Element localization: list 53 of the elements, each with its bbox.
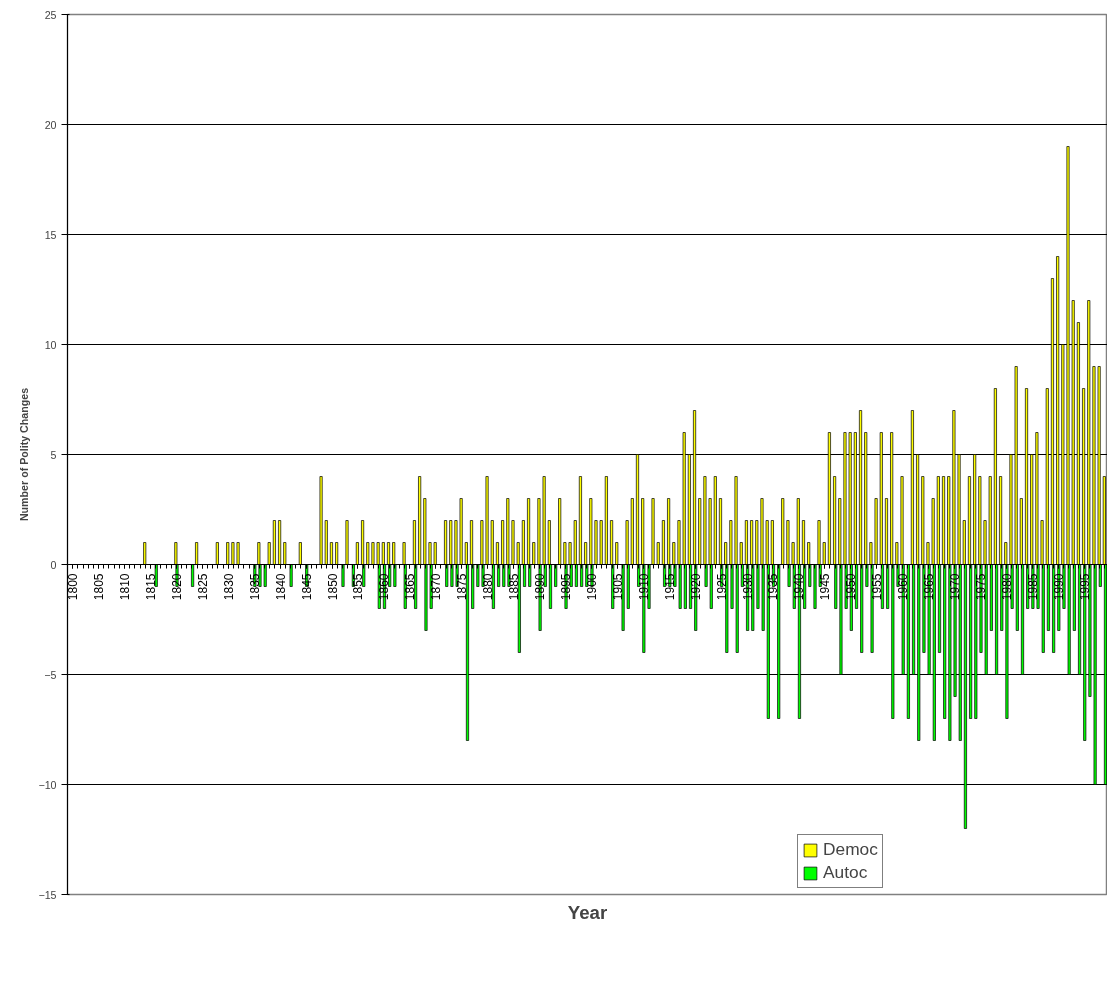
y-tick-label: 15 [44,228,57,241]
x-tick-label: 1850 [325,573,340,601]
y-tick-label: 20 [44,118,57,131]
x-tick-label: 1910 [636,573,651,601]
x-tick-label: 1860 [377,573,392,601]
x-tick-label: 1905 [610,573,625,601]
x-tick-label: 1995 [1077,573,1092,601]
x-tick-label: 1800 [66,573,81,601]
y-tick-label: −5 [44,668,57,681]
x-tick-label: 1980 [999,573,1014,601]
x-tick-label: 1805 [92,573,107,601]
x-tick-label: 1875 [455,573,470,601]
x-tick-label: 1955 [870,573,885,601]
y-tick-label: −10 [38,778,57,791]
x-tick-label: 1870 [429,573,444,601]
y-tick-label: 5 [50,448,57,461]
legend-label: Democ [823,839,878,860]
x-tick-label: 1925 [714,573,729,601]
x-tick-label: 1920 [688,573,703,601]
x-tick-label: 1895 [558,573,573,601]
x-tick-label: 1970 [947,573,962,601]
x-tick-label: 1935 [766,573,781,601]
x-tick-label: 1990 [1051,573,1066,601]
y-tick-label: −15 [38,888,57,901]
legend-label: Autoc [823,862,868,883]
x-tick-label: 1855 [351,573,366,601]
x-tick-label: 1950 [844,573,859,601]
x-axis-title: Year [567,901,608,923]
x-tick-label: 1825 [195,573,210,601]
x-tick-label: 1865 [403,573,418,601]
x-tick-label: 1880 [481,573,496,601]
x-tick-label: 1940 [792,573,807,601]
x-tick-label: 1960 [896,573,911,601]
x-tick-label: 1930 [740,573,755,601]
y-axis-title: Number of Polity Changes [18,387,31,522]
x-tick-label: 1915 [662,573,677,601]
x-tick-label: 1945 [818,573,833,601]
x-tick-label: 1985 [1025,573,1040,601]
x-tick-label: 1810 [118,573,133,601]
x-tick-label: 1845 [299,573,314,601]
x-tick-label: 1820 [169,573,184,601]
x-tick-label: 1830 [221,573,236,601]
x-tick-label: 1975 [973,573,988,601]
x-tick-label: 1840 [273,573,288,601]
y-tick-label: 25 [44,8,57,21]
y-tick-label: 0 [50,558,57,571]
x-tick-label: 1835 [247,573,262,601]
x-tick-label: 1890 [533,573,548,601]
x-tick-label: 1815 [143,573,158,601]
x-tick-label: 1885 [507,573,522,601]
y-tick-label: 10 [44,338,57,351]
x-tick-label: 1900 [584,573,599,601]
x-tick-label: 1965 [922,573,937,601]
